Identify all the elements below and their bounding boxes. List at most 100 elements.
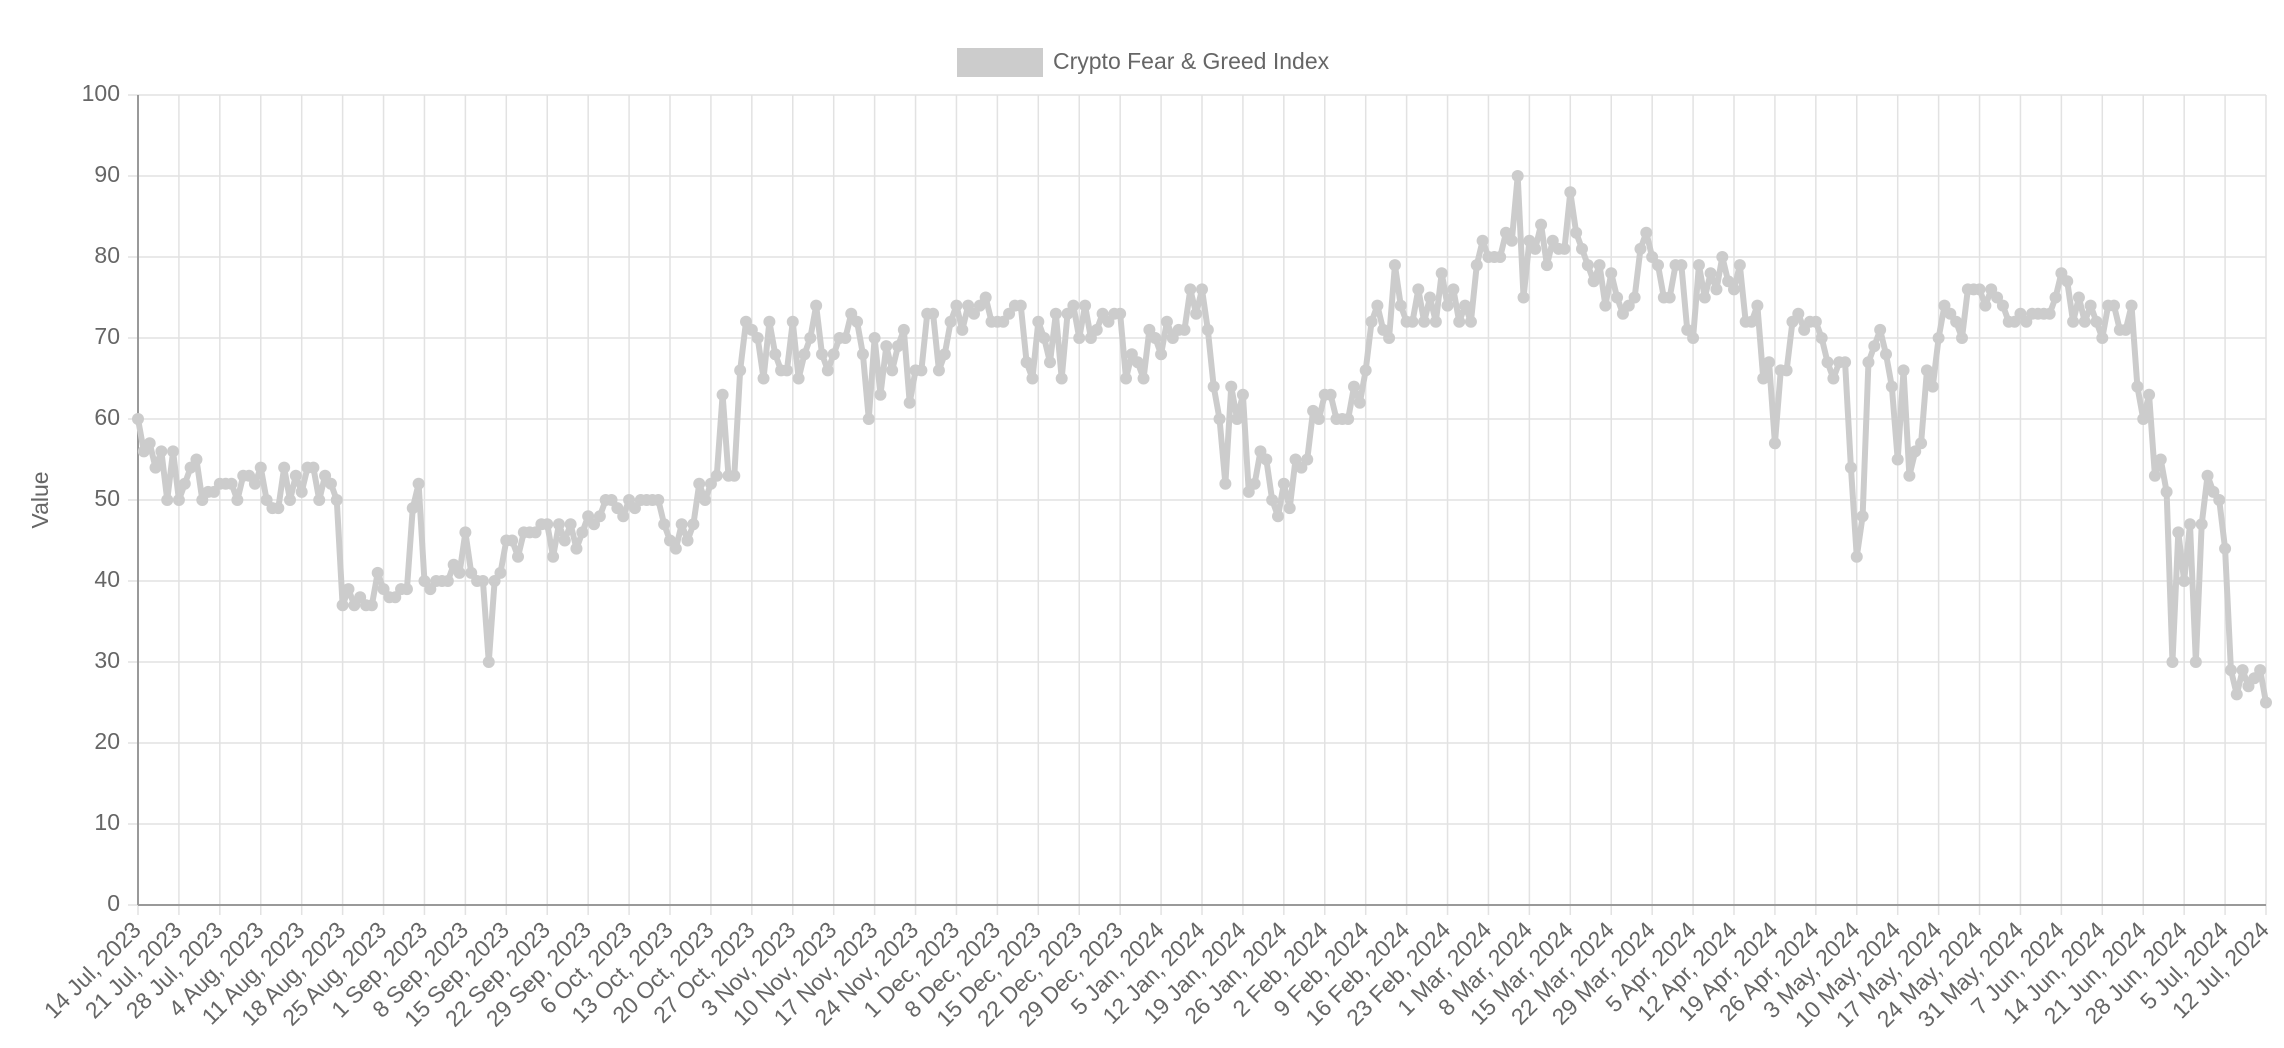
data-point bbox=[892, 340, 904, 353]
data-point bbox=[710, 469, 723, 482]
data-point bbox=[1698, 291, 1711, 304]
data-point bbox=[231, 494, 244, 506]
data-point bbox=[342, 583, 355, 596]
data-point bbox=[1476, 234, 1489, 247]
data-point bbox=[1248, 477, 1261, 490]
y-tick-label: 20 bbox=[94, 728, 120, 754]
data-point bbox=[1049, 307, 1062, 320]
data-point bbox=[1768, 437, 1781, 450]
data-point bbox=[2236, 664, 2249, 677]
data-point bbox=[1301, 453, 1314, 466]
data-point bbox=[225, 477, 238, 490]
data-point bbox=[2224, 664, 2237, 677]
data-point bbox=[1231, 413, 1244, 425]
data-point bbox=[810, 299, 823, 312]
data-point bbox=[1207, 380, 1220, 393]
data-point bbox=[1844, 461, 1857, 474]
data-point bbox=[751, 332, 764, 344]
data-point bbox=[1353, 396, 1366, 409]
data-point bbox=[2049, 291, 2062, 304]
data-point bbox=[821, 364, 834, 377]
data-point bbox=[669, 542, 682, 555]
data-point bbox=[1219, 477, 1232, 490]
data-point bbox=[1535, 218, 1548, 231]
data-point bbox=[167, 445, 180, 458]
data-point bbox=[1277, 477, 1290, 490]
y-tick-label: 40 bbox=[94, 566, 120, 592]
data-point bbox=[547, 550, 560, 563]
data-point bbox=[1470, 259, 1483, 272]
data-point bbox=[2201, 469, 2214, 482]
data-point bbox=[1406, 315, 1419, 328]
data-point bbox=[886, 364, 899, 377]
data-point bbox=[1038, 332, 1051, 344]
data-point bbox=[1149, 332, 1162, 344]
data-point bbox=[1190, 307, 1203, 320]
data-point bbox=[295, 485, 308, 498]
data-point bbox=[1809, 315, 1822, 328]
data-point bbox=[1564, 186, 1577, 199]
data-point bbox=[798, 348, 811, 361]
data-point bbox=[757, 372, 770, 385]
data-point bbox=[149, 461, 162, 474]
data-point bbox=[1529, 242, 1542, 255]
data-point bbox=[874, 388, 887, 401]
data-point bbox=[1412, 283, 1425, 296]
data-point bbox=[2195, 518, 2208, 531]
data-point bbox=[1973, 283, 1986, 296]
data-point bbox=[1640, 226, 1653, 239]
data-point bbox=[1178, 323, 1191, 336]
data-point bbox=[1131, 356, 1144, 369]
data-point bbox=[868, 332, 881, 344]
data-point bbox=[1213, 413, 1226, 425]
data-point bbox=[1459, 299, 1472, 312]
data-point bbox=[2061, 275, 2074, 288]
data-point bbox=[716, 388, 729, 401]
data-point bbox=[1728, 283, 1740, 296]
data-point bbox=[1885, 380, 1898, 393]
data-point bbox=[2219, 542, 2232, 555]
data-point bbox=[272, 502, 285, 515]
data-point bbox=[2119, 323, 2132, 336]
data-point bbox=[862, 413, 875, 425]
data-point bbox=[1880, 348, 1892, 361]
data-point bbox=[687, 518, 700, 531]
data-point bbox=[1441, 299, 1454, 312]
data-point bbox=[313, 494, 326, 506]
y-axis-label: Value bbox=[27, 471, 53, 528]
data-point bbox=[2043, 307, 2056, 320]
data-point bbox=[1710, 283, 1723, 296]
data-point bbox=[1196, 283, 1208, 296]
data-point bbox=[1429, 315, 1442, 328]
data-point bbox=[851, 315, 864, 328]
data-point bbox=[693, 477, 706, 490]
data-point bbox=[1266, 494, 1279, 506]
data-point bbox=[1236, 388, 1249, 401]
data-point bbox=[950, 299, 963, 312]
data-point bbox=[289, 469, 302, 482]
data-point bbox=[1014, 299, 1027, 312]
data-point bbox=[769, 348, 782, 361]
data-point bbox=[132, 413, 144, 425]
data-point bbox=[2178, 575, 2191, 587]
data-point bbox=[1026, 372, 1039, 385]
data-point bbox=[1371, 299, 1384, 312]
legend-label: Crypto Fear & Greed Index bbox=[1053, 48, 1330, 74]
data-point bbox=[1692, 259, 1705, 272]
data-point bbox=[827, 348, 840, 361]
data-point bbox=[1745, 315, 1758, 328]
data-point bbox=[2137, 413, 2150, 425]
data-point bbox=[1079, 299, 1092, 312]
data-point bbox=[1114, 307, 1127, 320]
legend-swatch bbox=[957, 48, 1043, 77]
data-point bbox=[412, 477, 425, 490]
data-point bbox=[1120, 372, 1132, 385]
data-point bbox=[1517, 291, 1530, 304]
data-point bbox=[938, 348, 951, 361]
y-tick-label: 60 bbox=[94, 404, 120, 430]
data-point bbox=[1418, 315, 1431, 328]
data-point bbox=[2213, 494, 2226, 506]
data-point bbox=[1716, 251, 1729, 263]
data-point bbox=[1891, 453, 1904, 466]
